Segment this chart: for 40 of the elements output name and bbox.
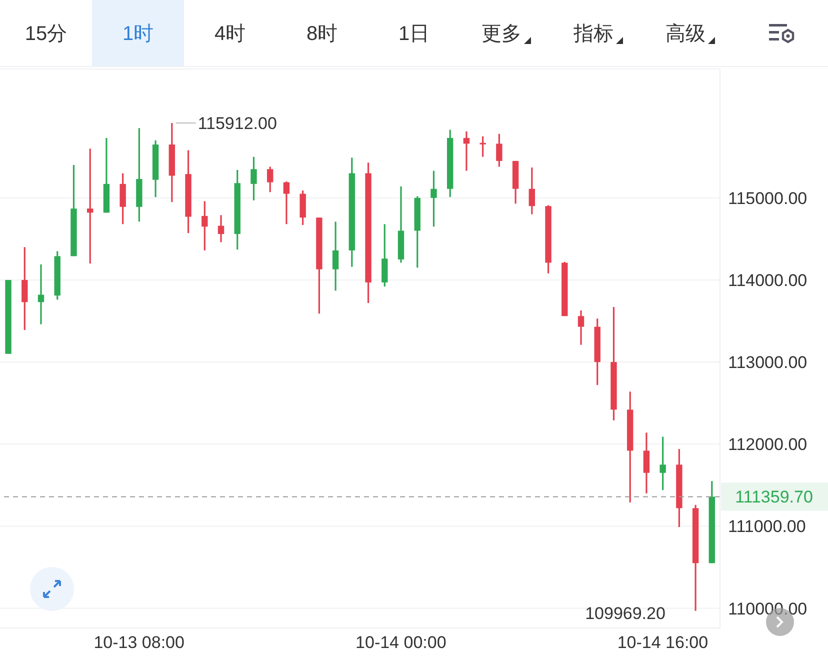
candlestick (218, 214, 224, 243)
candlestick (528, 166, 536, 216)
x-tick-label: 10-14 16:00 (617, 633, 708, 652)
text: 1时 (122, 22, 154, 46)
candlestick (300, 190, 306, 226)
y-tick-label: 113000.00 (728, 353, 808, 372)
candlestick (463, 130, 470, 172)
text: 8时 (306, 22, 338, 46)
annotation: 115912.00 (198, 114, 277, 134)
y-tick-label: 111000.00 (728, 517, 806, 536)
candlestick (430, 170, 437, 228)
candlestick (266, 166, 274, 193)
candlestick (283, 180, 290, 225)
text: 指标 (574, 22, 614, 46)
y-tick-label: 115000.00 (728, 188, 808, 208)
candlestick (382, 223, 388, 288)
candlestick (332, 220, 339, 292)
ref-line-label: 111359.70 (735, 488, 813, 507)
candlestick (660, 436, 666, 491)
text: 15分 (24, 22, 68, 46)
text: 1日 (398, 22, 430, 46)
text: 高级 (666, 22, 706, 46)
candlestick (496, 133, 502, 168)
candlestick (22, 246, 28, 331)
annotation: 109969.20 (585, 604, 666, 623)
y-tick-label: 110000.00 (728, 599, 808, 618)
candlestick (250, 156, 257, 202)
candlestick (202, 200, 208, 252)
y-tick-label: 112000.00 (728, 435, 808, 454)
text: 更多 (482, 22, 522, 46)
candlestick (120, 172, 126, 225)
candlestick (643, 432, 650, 494)
x-tick-label: 10-13 08:00 (94, 633, 184, 652)
candlestick (578, 310, 584, 346)
x-tick-label: 10-14 00:00 (356, 633, 446, 652)
candlestick (86, 148, 94, 264)
text: 4时 (214, 22, 246, 46)
y-tick-label: 114000.00 (728, 270, 808, 290)
candlestick (480, 136, 486, 158)
candlestick (38, 264, 44, 326)
